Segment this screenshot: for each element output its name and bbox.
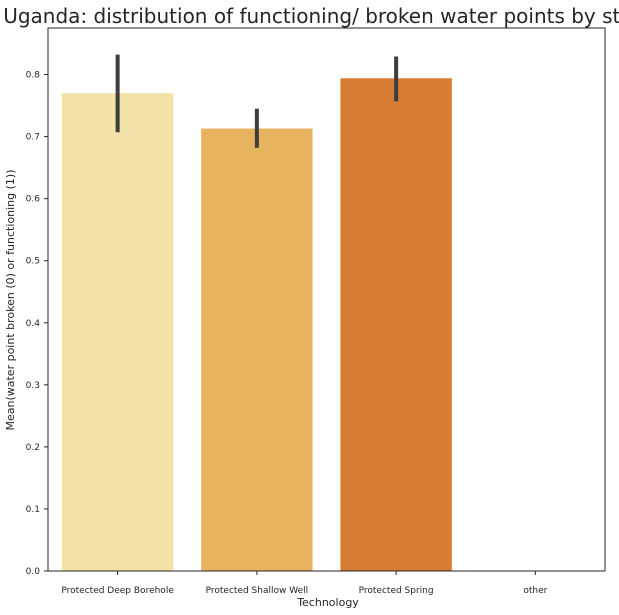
bar: [61, 93, 174, 571]
y-tick-label: 0.7: [26, 133, 40, 143]
y-tick-label: 0.5: [26, 257, 40, 267]
x-axis-label: Technology: [296, 596, 359, 609]
y-tick-label: 0.6: [26, 195, 41, 205]
bars-layer: [61, 78, 452, 571]
y-tick-label: 0.2: [26, 443, 40, 453]
bar: [201, 128, 313, 571]
y-tick-label: 0.8: [26, 71, 41, 81]
y-axis: 0.0 0.1 0.2 0.3 0.4 0.5 0.6 0.7 0.8: [26, 71, 48, 577]
y-tick-label: 0.1: [26, 505, 40, 515]
y-tick-label: 0.0: [26, 567, 41, 577]
x-tick-label: Protected Spring: [359, 586, 434, 596]
y-tick-label: 0.4: [26, 319, 41, 329]
x-tick-label: other: [523, 586, 547, 596]
x-axis: Protected Deep Borehole Protected Shallow…: [61, 571, 548, 596]
x-tick-label: Protected Deep Borehole: [61, 586, 174, 596]
x-tick-label: Protected Shallow Well: [206, 586, 309, 596]
y-axis-label: Mean(water point broken (0) or functioni…: [4, 170, 17, 431]
bar: [340, 78, 452, 571]
plot-frame: [47, 27, 606, 572]
y-tick-label: 0.3: [26, 381, 40, 391]
error-bars-layer: [115, 54, 399, 148]
chart-title: Uganda: distribution of functioning/ bro…: [3, 4, 619, 28]
